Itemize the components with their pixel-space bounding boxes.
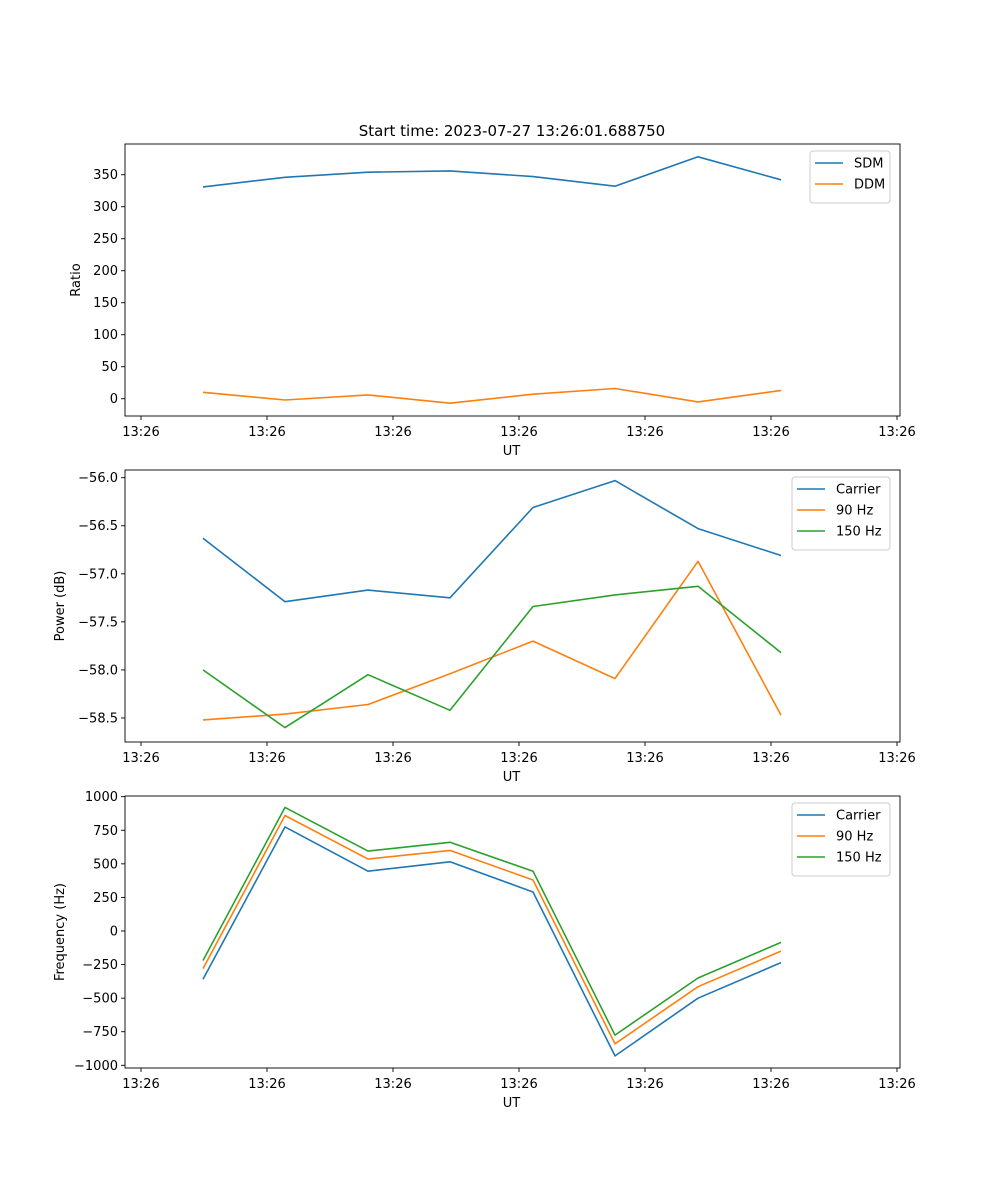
ratio-ytick-label: 100 [93,328,118,343]
frequency-series-carrier-line [202,826,782,1057]
power-ytick-label: −56.0 [78,471,118,486]
frequency-series-150-hz-line [202,806,782,1036]
figure-title: Start time: 2023-07-27 13:26:01.688750 [359,122,665,140]
ratio-xtick-label: 13:26 [122,425,159,440]
frequency-xlabel: UT [503,1096,521,1111]
ratio-xlabel: UT [503,444,521,459]
power-legend-label: Carrier [836,483,881,498]
power-xtick-label: 13:26 [752,751,789,766]
ratio-series-sdm-line [202,156,782,188]
power-xtick-label: 13:26 [374,751,411,766]
frequency-ytick-label: 500 [93,857,118,872]
power-xtick-label: 13:26 [878,751,915,766]
frequency-series-90-hz-line [202,814,782,1045]
ratio-ytick-label: 150 [93,296,118,311]
ratio-legend: SDM DDM [809,150,891,204]
frequency-xtick-label: 13:26 [626,1077,663,1092]
ratio-ytick-label: 200 [93,264,118,279]
ratio-xtick-label: 13:26 [248,425,285,440]
power-xtick-label: 13:26 [500,751,537,766]
power-axes-frame [124,469,901,743]
ratio-xtick-label: 13:26 [878,425,915,440]
power-legend-label: 150 Hz [836,525,882,540]
ratio-series-ddm-line [202,387,782,405]
ratio-xtick-label: 13:26 [500,425,537,440]
power-xlabel: UT [503,770,521,785]
power-xtick-label: 13:26 [122,751,159,766]
power-legend-label: 90 Hz [836,504,873,519]
ratio-panel: 0 50 100 150 200 250 300 350 13:26 13:26 13:26 13:2… [69,143,916,459]
frequency-ytick-label: 250 [93,891,118,906]
power-panel: −58.5 −58.0 −57.5 −57.0 −56.5 −56.0 13:26 13:26… [53,469,916,785]
power-series-carrier-line [202,479,782,603]
ratio-ytick-label: 300 [93,200,118,215]
power-series-150-hz-line [202,585,782,729]
frequency-ylabel: Frequency (Hz) [53,883,68,981]
frequency-ytick-label: 0 [110,924,118,939]
ratio-legend-label: SDM [854,157,883,172]
ratio-ytick-label: 250 [93,232,118,247]
frequency-xtick-label: 13:26 [248,1077,285,1092]
ratio-legend-label: DDM [854,178,885,193]
frequency-xtick-label: 13:26 [374,1077,411,1092]
frequency-ytick-label: 750 [93,824,118,839]
power-ylabel: Power (dB) [53,571,68,642]
ratio-ytick-label: 0 [110,392,118,407]
frequency-xtick-label: 13:26 [500,1077,537,1092]
ratio-xtick-label: 13:26 [374,425,411,440]
frequency-ytick-label: 1000 [85,790,118,805]
frequency-legend-label: 90 Hz [836,830,873,845]
ratio-ylabel: Ratio [69,263,84,296]
frequency-ytick-label: −1000 [74,1059,118,1074]
ratio-legend-box [809,150,891,204]
frequency-legend-label: Carrier [836,809,881,824]
frequency-ytick-label: −500 [82,992,118,1007]
frequency-ytick-label: −750 [82,1025,118,1040]
frequency-legend-label: 150 Hz [836,851,882,866]
frequency-xtick-label: 13:26 [122,1077,159,1092]
frequency-panel: −1000 −750 −500 −250 0 250 500 750 1000 13:26 13:2… [53,790,916,1111]
power-xtick-label: 13:26 [626,751,663,766]
frequency-xtick-label: 13:26 [752,1077,789,1092]
power-xtick-label: 13:26 [248,751,285,766]
frequency-axes-frame [124,795,901,1069]
ratio-ytick-label: 350 [93,168,118,183]
ratio-xtick-label: 13:26 [626,425,663,440]
power-ytick-label: −56.5 [78,519,118,534]
frequency-xtick-label: 13:26 [878,1077,915,1092]
power-ytick-label: −57.5 [78,615,118,630]
power-legend: Carrier 90 Hz 150 Hz [791,476,891,551]
power-ytick-label: −57.0 [78,567,118,582]
ratio-xtick-label: 13:26 [752,425,789,440]
power-ytick-label: −58.0 [78,663,118,678]
frequency-legend: Carrier 90 Hz 150 Hz [791,802,891,877]
frequency-ytick-label: −250 [82,958,118,973]
power-ytick-label: −58.5 [78,711,118,726]
ratio-axes-frame [124,143,901,417]
ratio-ytick-label: 50 [101,360,118,375]
